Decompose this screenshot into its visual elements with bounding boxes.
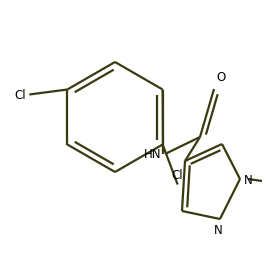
Text: N: N [214, 223, 222, 236]
Text: HN: HN [144, 148, 161, 161]
Text: N: N [244, 173, 253, 186]
Text: Cl: Cl [172, 169, 183, 182]
Text: Cl: Cl [15, 89, 26, 102]
Text: O: O [216, 71, 225, 84]
